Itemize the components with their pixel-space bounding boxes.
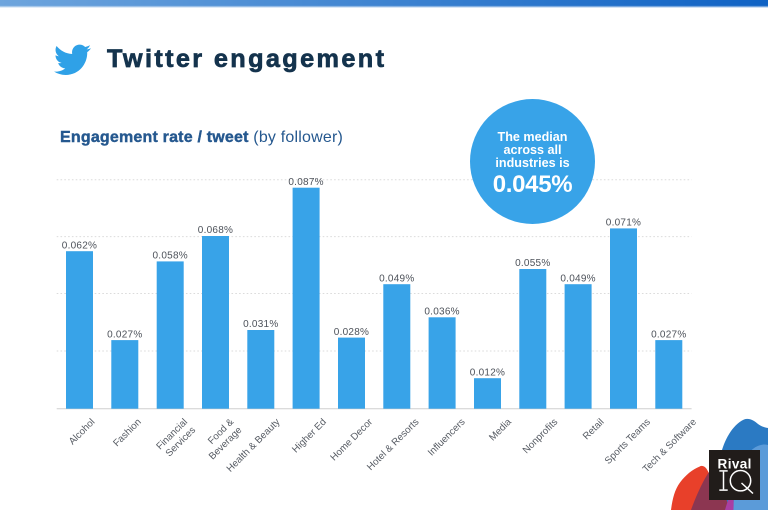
svg-text:0.055%: 0.055%: [515, 258, 550, 269]
svg-text:0.058%: 0.058%: [152, 251, 187, 262]
svg-text:0.062%: 0.062%: [62, 240, 97, 251]
svg-text:0.028%: 0.028%: [334, 327, 369, 338]
svg-text:0.087%: 0.087%: [288, 177, 323, 188]
svg-text:0.036%: 0.036%: [424, 307, 459, 318]
svg-text:Retail: Retail: [581, 417, 607, 443]
svg-text:Alcohol: Alcohol: [67, 417, 98, 448]
svg-text:Fashion: Fashion: [111, 417, 143, 449]
svg-text:Rival: Rival: [718, 456, 752, 471]
svg-text:0.068%: 0.068%: [198, 225, 233, 236]
svg-text:0.027%: 0.027%: [651, 329, 686, 340]
svg-text:Higher Ed: Higher Ed: [290, 417, 329, 456]
svg-text:Influencers: Influencers: [426, 417, 468, 459]
svg-text:0.031%: 0.031%: [243, 319, 278, 330]
svg-text:0.012%: 0.012%: [470, 367, 505, 378]
svg-text:Media: Media: [487, 416, 514, 443]
svg-text:0.049%: 0.049%: [379, 273, 414, 284]
svg-text:Nonprofits: Nonprofits: [521, 417, 560, 456]
svg-text:0.049%: 0.049%: [560, 273, 595, 284]
svg-text:0.071%: 0.071%: [606, 218, 641, 229]
svg-text:0.027%: 0.027%: [107, 329, 142, 340]
svg-text:Home Decor: Home Decor: [328, 416, 375, 463]
